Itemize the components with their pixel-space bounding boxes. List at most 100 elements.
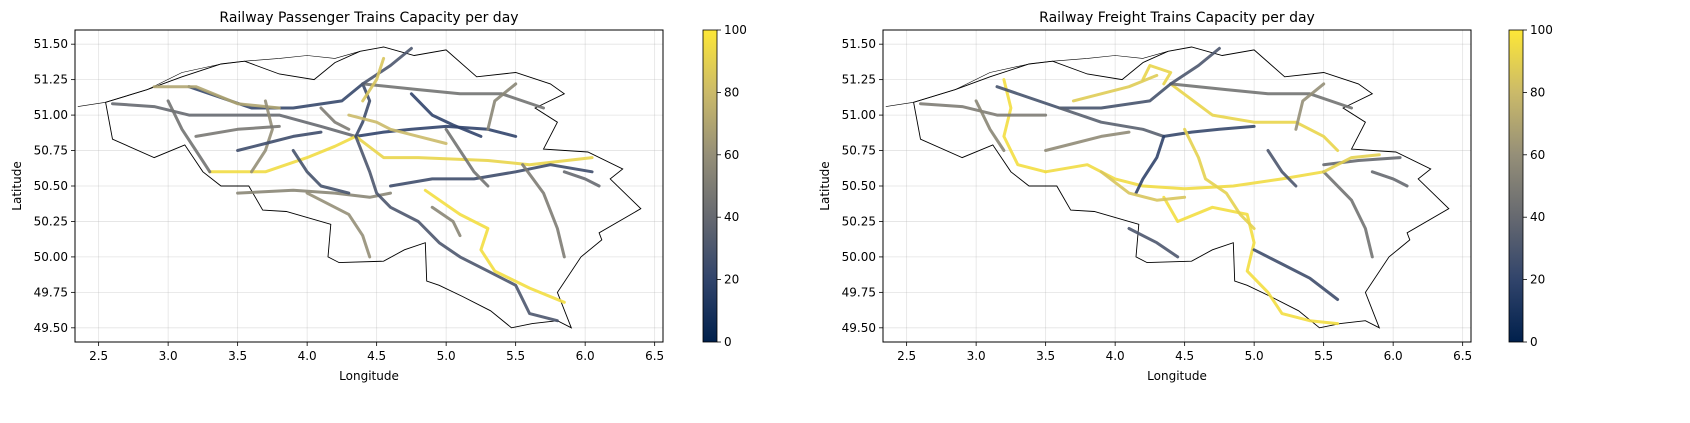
- railway-segment: [354, 124, 518, 138]
- x-axis-label: Longitude: [339, 369, 399, 383]
- railway-segment: [152, 85, 281, 110]
- x-tick-label: 4.5: [1175, 349, 1194, 363]
- x-tick-label: 5.0: [1245, 349, 1264, 363]
- railway-segment: [166, 99, 212, 174]
- y-tick-label: 49.50: [842, 321, 876, 335]
- y-tick-label: 51.00: [34, 108, 68, 122]
- y-tick-label: 50.75: [842, 144, 876, 158]
- railway-segment: [361, 46, 413, 86]
- railway-segment: [1169, 82, 1340, 152]
- railway-segment: [1002, 78, 1048, 174]
- map-layer: [885, 46, 1450, 329]
- railway-segment: [444, 127, 490, 188]
- railway-segment: [1162, 124, 1256, 138]
- railway-segment: [1141, 64, 1173, 86]
- x-tick-label: 5.0: [437, 349, 456, 363]
- plot-background: [75, 30, 663, 342]
- railway-routes: [111, 46, 601, 323]
- y-axis-label: Latitude: [10, 161, 24, 210]
- y-tick-label: 51.50: [842, 37, 876, 51]
- x-tick-label: 2.5: [897, 349, 916, 363]
- railway-segment: [1370, 170, 1409, 188]
- railway-segment: [236, 188, 392, 199]
- railway-segment: [1058, 106, 1166, 138]
- y-tick-label: 51.00: [842, 108, 876, 122]
- railway-segment: [1099, 170, 1187, 202]
- railway-segment: [995, 82, 1173, 110]
- country-border: [913, 46, 1450, 329]
- railway-segment: [354, 134, 559, 323]
- colorbar: [702, 29, 718, 343]
- chart-title: Railway Passenger Trains Capacity per da…: [219, 10, 518, 26]
- x-tick-label: 3.0: [967, 349, 986, 363]
- x-tick-label: 3.5: [228, 349, 247, 363]
- railway-routes: [919, 46, 1409, 326]
- plot-background: [883, 30, 1471, 342]
- colorbar-tick-label: 0: [724, 335, 732, 349]
- railway-segment: [1322, 153, 1381, 174]
- x-tick-label: 6.5: [1453, 349, 1472, 363]
- y-tick-label: 50.00: [34, 250, 68, 264]
- railway-segment: [486, 82, 518, 131]
- railway-segment: [208, 134, 358, 174]
- railway-segment: [430, 205, 462, 238]
- railway-segment: [423, 188, 566, 304]
- railway-segment: [1266, 149, 1298, 188]
- colorbar-tick-label: 80: [1530, 85, 1545, 99]
- country-border: [105, 46, 642, 329]
- colorbar-tick-label: 40: [724, 210, 739, 224]
- railway-segment: [1044, 130, 1131, 152]
- railway-segment: [354, 82, 372, 138]
- colorbar-tick-label: 20: [724, 273, 739, 287]
- x-tick-label: 3.0: [159, 349, 178, 363]
- railway-segment: [291, 149, 351, 195]
- railway-segment: [1071, 73, 1159, 103]
- y-tick-label: 50.50: [34, 179, 68, 193]
- y-tick-label: 49.75: [34, 285, 68, 299]
- x-tick-label: 5.5: [1314, 349, 1333, 363]
- railway-segment: [409, 92, 483, 138]
- railway-segment: [389, 163, 594, 188]
- x-tick-label: 2.5: [89, 349, 108, 363]
- colorbar-tick-label: 100: [724, 23, 747, 37]
- x-tick-label: 6.0: [576, 349, 595, 363]
- y-axis-label: Latitude: [818, 161, 832, 210]
- grid-lines: [75, 30, 663, 342]
- railway-segment: [1127, 227, 1180, 259]
- railway-segment: [1169, 46, 1221, 86]
- colorbar-tick-label: 60: [1530, 148, 1545, 162]
- y-tick-label: 50.00: [842, 250, 876, 264]
- railway-segment: [1183, 127, 1256, 230]
- y-tick-label: 50.25: [842, 214, 876, 228]
- railway-segment: [250, 99, 274, 174]
- railway-segment: [1322, 156, 1402, 167]
- colorbar-tick-label: 40: [1530, 210, 1545, 224]
- railway-segment: [1169, 82, 1353, 110]
- y-tick-label: 51.50: [34, 37, 68, 51]
- y-tick-label: 49.50: [34, 321, 68, 335]
- map-layer: [77, 46, 642, 329]
- railway-segment: [354, 134, 594, 167]
- colorbar-tick-label: 60: [724, 148, 739, 162]
- railway-segment: [236, 130, 323, 152]
- colorbar-tick-label: 80: [724, 85, 739, 99]
- x-axis-label: Longitude: [1147, 369, 1207, 383]
- x-tick-label: 4.0: [1106, 349, 1125, 363]
- railway-segment: [1294, 82, 1326, 131]
- x-tick-label: 3.5: [1036, 349, 1055, 363]
- chart-title: Railway Freight Trains Capacity per day: [1039, 10, 1315, 26]
- railway-segment: [111, 102, 358, 138]
- railway-segment: [521, 163, 566, 259]
- x-tick-label: 6.0: [1384, 349, 1403, 363]
- railway-segment: [1322, 170, 1374, 259]
- y-tick-label: 51.25: [842, 73, 876, 87]
- railway-segment: [361, 56, 386, 103]
- y-tick-label: 49.75: [842, 285, 876, 299]
- y-tick-label: 50.50: [842, 179, 876, 193]
- passenger-panel: 2.5 3.0 3.5 4.0 4.5 5.0 5.5 6.0 6.5 49.50 49.75 50.…: [10, 10, 747, 383]
- railway-segment: [319, 106, 351, 131]
- colorbar: [1508, 29, 1524, 343]
- railway-segment: [347, 113, 448, 145]
- x-tick-label: 5.5: [506, 349, 525, 363]
